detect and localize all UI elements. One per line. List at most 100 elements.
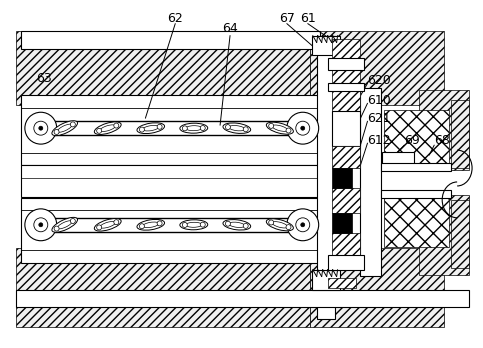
Ellipse shape	[57, 221, 72, 229]
Circle shape	[34, 121, 48, 135]
Ellipse shape	[266, 122, 293, 134]
Ellipse shape	[94, 219, 121, 231]
Circle shape	[183, 126, 187, 131]
Bar	[332, 39, 359, 84]
Circle shape	[243, 223, 248, 228]
Circle shape	[269, 220, 274, 225]
Text: 68: 68	[434, 134, 450, 147]
Ellipse shape	[186, 126, 202, 131]
Circle shape	[140, 127, 144, 132]
Bar	[332, 146, 359, 168]
Circle shape	[71, 219, 75, 223]
Ellipse shape	[266, 219, 293, 231]
Text: 612: 612	[368, 134, 391, 147]
Bar	[419, 90, 469, 170]
Circle shape	[54, 129, 59, 134]
Circle shape	[71, 122, 75, 127]
Circle shape	[243, 127, 248, 132]
Ellipse shape	[180, 220, 208, 230]
Text: 620: 620	[368, 74, 391, 87]
Ellipse shape	[186, 222, 202, 227]
Circle shape	[296, 218, 310, 232]
Ellipse shape	[57, 124, 72, 132]
Bar	[332, 111, 359, 146]
Ellipse shape	[94, 122, 121, 134]
Bar	[317, 35, 335, 319]
Circle shape	[286, 224, 291, 230]
Circle shape	[39, 223, 43, 227]
Bar	[384, 110, 449, 165]
Bar	[327, 255, 364, 270]
Circle shape	[301, 223, 305, 227]
Ellipse shape	[100, 221, 115, 228]
Bar	[383, 152, 414, 166]
Circle shape	[183, 222, 187, 228]
Bar	[332, 84, 359, 111]
Bar	[16, 248, 310, 327]
Bar	[451, 200, 469, 268]
Circle shape	[25, 209, 57, 241]
Circle shape	[114, 123, 119, 128]
Circle shape	[157, 221, 162, 226]
Bar	[332, 168, 352, 188]
Circle shape	[97, 128, 101, 133]
Ellipse shape	[272, 222, 287, 228]
Bar	[312, 270, 340, 290]
Ellipse shape	[229, 126, 245, 131]
Circle shape	[39, 126, 43, 130]
Circle shape	[286, 128, 291, 133]
Bar	[382, 190, 451, 198]
Ellipse shape	[143, 222, 158, 228]
Text: 63: 63	[36, 72, 52, 85]
Bar	[327, 84, 364, 91]
Bar	[310, 248, 444, 327]
Circle shape	[114, 220, 119, 225]
Bar	[419, 195, 469, 275]
Circle shape	[287, 112, 319, 144]
Circle shape	[226, 221, 230, 226]
Text: 64: 64	[222, 22, 238, 35]
Ellipse shape	[143, 125, 158, 131]
Bar	[359, 88, 382, 276]
Bar	[382, 163, 451, 171]
Circle shape	[54, 226, 59, 231]
Circle shape	[97, 225, 101, 230]
Bar	[16, 31, 310, 105]
Ellipse shape	[137, 220, 165, 230]
Ellipse shape	[223, 220, 251, 230]
Circle shape	[269, 124, 274, 128]
Bar	[384, 192, 449, 247]
Bar	[21, 165, 329, 197]
Ellipse shape	[52, 121, 77, 136]
Bar	[451, 100, 469, 168]
Ellipse shape	[100, 125, 115, 132]
Circle shape	[25, 112, 57, 144]
Circle shape	[140, 224, 144, 229]
Circle shape	[287, 209, 319, 241]
Bar	[21, 31, 320, 48]
Text: 67: 67	[279, 12, 295, 25]
Bar	[332, 213, 352, 233]
Circle shape	[157, 124, 162, 129]
Bar	[21, 95, 320, 165]
Text: 69: 69	[404, 134, 420, 147]
Bar	[332, 233, 359, 255]
Bar	[16, 290, 469, 308]
Ellipse shape	[223, 123, 251, 133]
Text: 61: 61	[300, 12, 315, 25]
Ellipse shape	[180, 123, 208, 133]
Bar	[327, 278, 355, 287]
Ellipse shape	[52, 218, 77, 232]
Circle shape	[34, 218, 48, 232]
Bar	[21, 198, 320, 263]
Text: 62: 62	[168, 12, 183, 25]
Ellipse shape	[272, 125, 287, 131]
Bar	[327, 58, 364, 70]
Text: 621: 621	[368, 112, 391, 125]
Text: 610: 610	[368, 94, 391, 107]
Bar	[310, 31, 444, 105]
Circle shape	[200, 126, 205, 130]
Circle shape	[301, 126, 305, 130]
Circle shape	[226, 125, 230, 129]
Circle shape	[200, 222, 205, 227]
